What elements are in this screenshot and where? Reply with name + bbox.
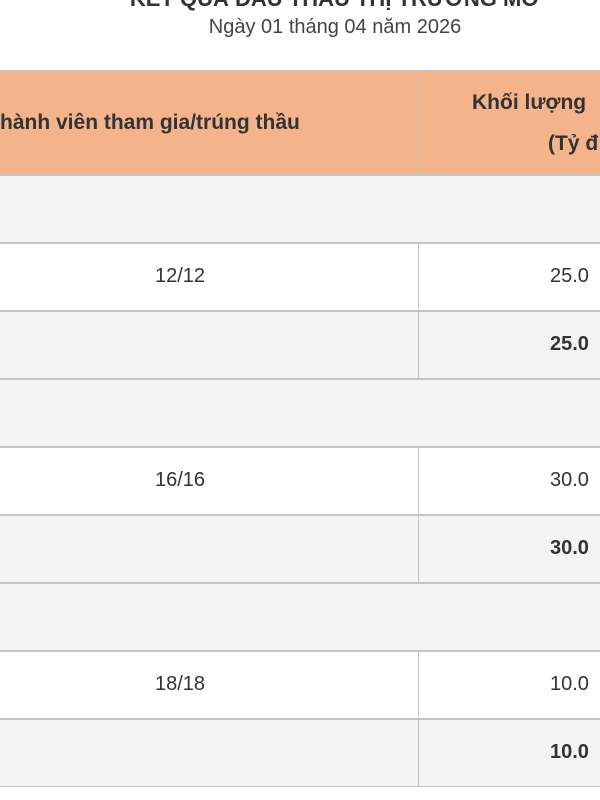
- total: 30.0: [550, 537, 589, 559]
- member-count: 16/16: [154, 469, 206, 491]
- header-cell: [0, 70, 419, 175]
- section-row: [0, 379, 600, 447]
- data-cell: [0, 651, 419, 719]
- data-cell: [418, 447, 600, 515]
- column-header: hành viên tham gia/trúng thầu: [0, 111, 300, 134]
- total-cell: [0, 311, 419, 379]
- data-cell: [0, 447, 419, 515]
- member-count: 12/12: [154, 265, 206, 287]
- total-cell: [0, 719, 419, 787]
- column-header: Khối lượng: [472, 91, 587, 114]
- data-cell: [0, 243, 419, 311]
- data-cell: [418, 243, 600, 311]
- date: Ngày 01 tháng 04 năm 2026: [208, 16, 462, 38]
- volume: 25.0: [550, 265, 589, 287]
- member-count: 18/18: [154, 673, 206, 695]
- column-header: (Tỷ đ: [548, 132, 599, 155]
- total-cell: [418, 311, 600, 379]
- header-cell: [418, 70, 600, 175]
- total-cell: [418, 515, 600, 583]
- volume: 30.0: [550, 469, 589, 491]
- section-row: [0, 583, 600, 651]
- title: KẾT QUẢ ĐẤU THẦU THỊ TRƯỜNG MỞ: [0, 0, 600, 12]
- total-cell: [418, 719, 600, 787]
- section-row: [0, 175, 600, 243]
- total-cell: [0, 515, 419, 583]
- volume: 10.0: [550, 673, 589, 695]
- data-cell: [418, 651, 600, 719]
- total: 25.0: [550, 333, 589, 355]
- total: 10.0: [550, 741, 589, 763]
